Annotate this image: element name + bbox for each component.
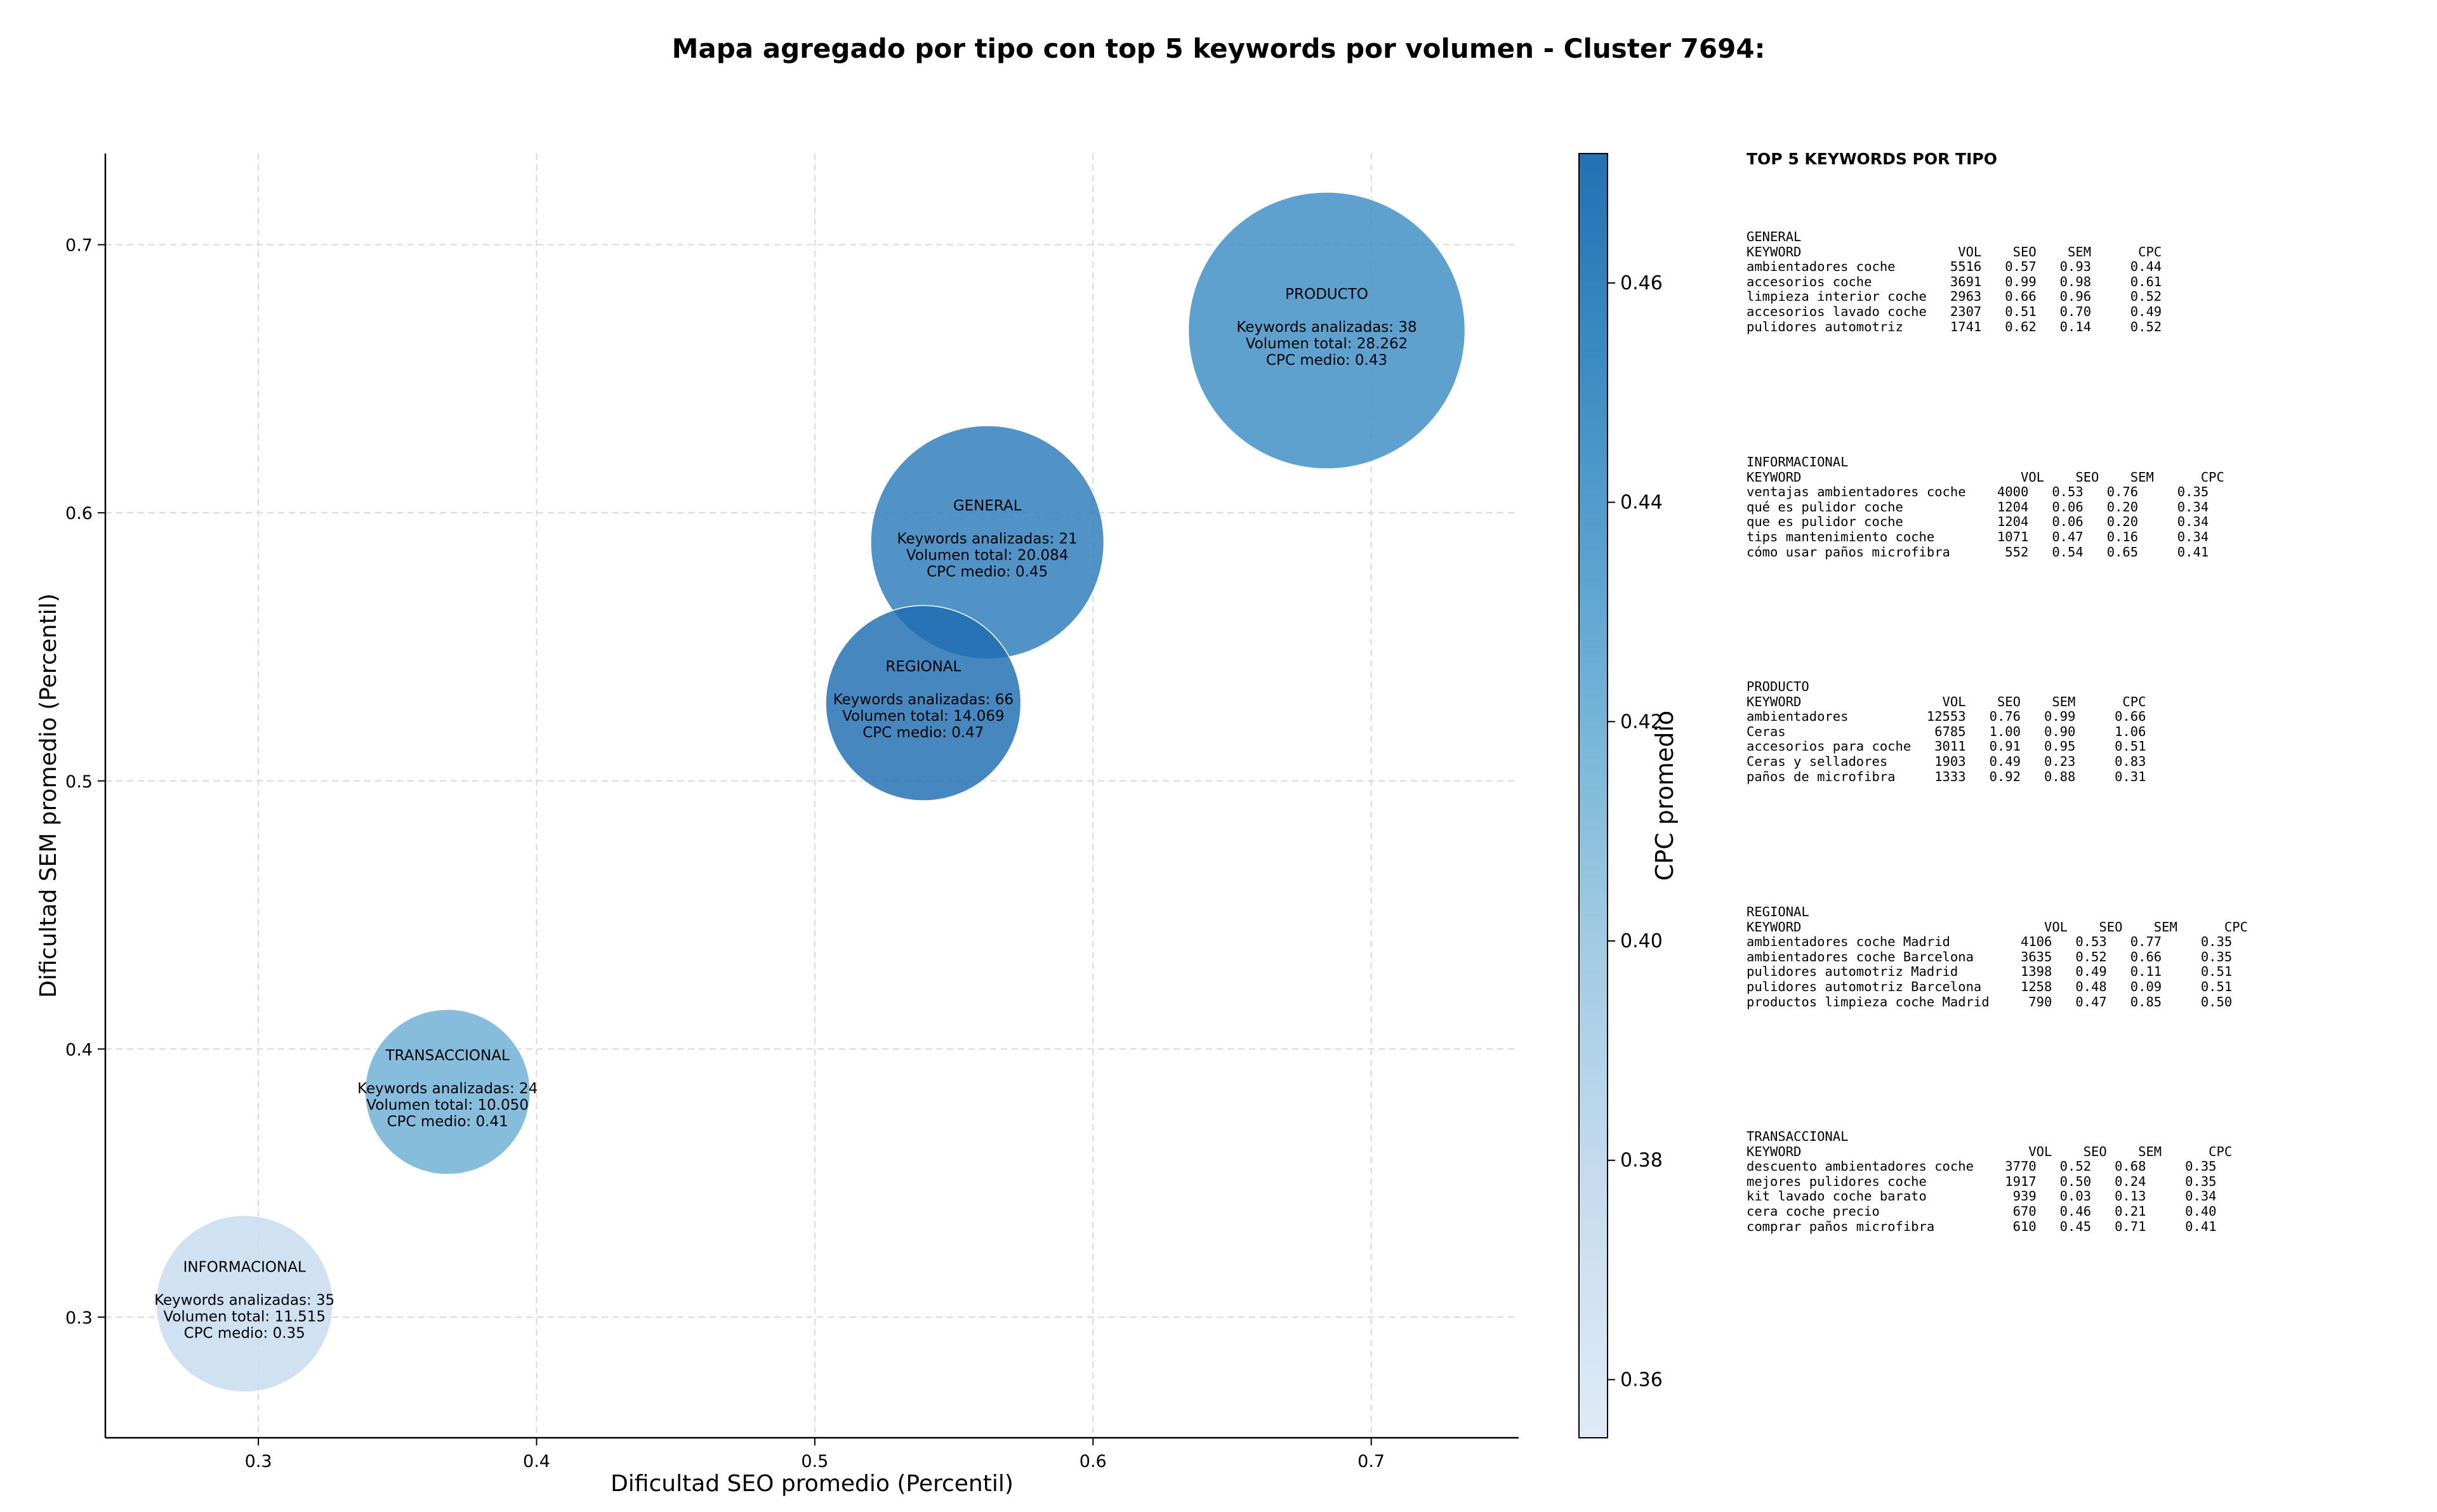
- bubble-label: Keywords analizadas: 21: [897, 531, 1078, 548]
- colorbar-tick-label: 0.42: [1620, 711, 1663, 733]
- bubble-label: CPC medio: 0.43: [1266, 352, 1387, 369]
- bubble-label: CPC medio: 0.35: [184, 1325, 305, 1342]
- bubble-mark: [155, 1214, 334, 1393]
- colorbar-bar: [1578, 153, 1608, 1438]
- colorbar-tick-label: 0.46: [1620, 272, 1663, 294]
- bubble-label: Volumen total: 11.515: [163, 1309, 326, 1325]
- bubble-label: CPC medio: 0.45: [927, 564, 1048, 581]
- bubble-label: TRANSACCIONAL: [385, 1048, 510, 1064]
- keyword-table-informacional: INFORMACIONAL KEYWORD VOL SEO SEM CPC ve…: [1747, 454, 2224, 560]
- y-tick-label: 0.5: [65, 772, 93, 792]
- bubble-label: INFORMACIONAL: [183, 1259, 306, 1276]
- bubble-label: CPC medio: 0.47: [862, 725, 984, 741]
- bubble-mark: [364, 1009, 531, 1175]
- keyword-block-general: GENERAL KEYWORD VOL SEO SEM CPC ambienta…: [1747, 229, 2162, 334]
- keyword-table-regional: REGIONAL KEYWORD VOL SEO SEM CPC ambient…: [1747, 904, 2248, 1009]
- colorbar-label: CPC promedio: [1651, 711, 1679, 881]
- colorbar-tick-label: 0.40: [1620, 930, 1663, 952]
- bubble-label: Volumen total: 10.050: [366, 1097, 529, 1114]
- colorbar: 0.36 0.38 0.40 0.42 0.44 0.46 CPC promedio: [1578, 153, 1679, 1438]
- keyword-block-informacional: INFORMACIONAL KEYWORD VOL SEO SEM CPC ve…: [1747, 454, 2224, 560]
- bubble-label: Volumen total: 28.262: [1246, 336, 1408, 352]
- x-axis-label: Dificultad SEO promedio (Percentil): [611, 1471, 1014, 1497]
- bubble-mark: [825, 605, 1022, 801]
- axes: 0.3 0.4 0.5 0.6 0.7 0.3 0.4 0.5 0.6 0.7 Dificultad…: [36, 154, 1519, 1497]
- y-tick-label: 0.4: [65, 1040, 93, 1060]
- bubble-informacional: INFORMACIONAL Keywords analizadas: 35Volu…: [154, 1214, 334, 1393]
- bubble-label: Volumen total: 14.069: [842, 708, 1005, 725]
- keyword-block-transaccional: TRANSACCIONAL KEYWORD VOL SEO SEM CPC de…: [1747, 1129, 2232, 1234]
- bubble-mark: [1187, 192, 1466, 470]
- keyword-block-regional: REGIONAL KEYWORD VOL SEO SEM CPC ambient…: [1747, 904, 2248, 1009]
- chart-title: Mapa agregado por tipo con top 5 keyword…: [671, 33, 1766, 64]
- keyword-table-general: GENERAL KEYWORD VOL SEO SEM CPC ambienta…: [1747, 229, 2162, 334]
- x-tick-label: 0.5: [801, 1452, 828, 1471]
- bubble-label: Keywords analizadas: 38: [1236, 319, 1417, 336]
- keyword-table-producto: PRODUCTO KEYWORD VOL SEO SEM CPC ambient…: [1747, 679, 2146, 784]
- y-tick-label: 0.6: [65, 504, 93, 523]
- x-tick-label: 0.6: [1080, 1452, 1107, 1471]
- keyword-block-producto: PRODUCTO KEYWORD VOL SEO SEM CPC ambient…: [1747, 679, 2146, 784]
- x-tick-label: 0.3: [245, 1452, 272, 1471]
- bubble-label: GENERAL: [953, 498, 1022, 515]
- y-axis-label: Dificultad SEM promedio (Percentil): [36, 593, 62, 998]
- bubble-label: Keywords analizadas: 66: [833, 692, 1014, 708]
- y-tick-label: 0.3: [65, 1308, 93, 1328]
- bubble-transaccional: TRANSACCIONAL Keywords analizadas: 24Volu…: [357, 1009, 538, 1175]
- bubble-label: CPC medio: 0.41: [387, 1114, 508, 1130]
- keyword-table-transaccional: TRANSACCIONAL KEYWORD VOL SEO SEM CPC de…: [1747, 1129, 2233, 1234]
- top-keywords-panel: TOP 5 KEYWORDS POR TIPO GENERAL KEYWORD …: [1747, 150, 2419, 1233]
- bubble-label: REGIONAL: [885, 659, 961, 675]
- y-tick-label: 0.7: [65, 236, 93, 256]
- x-tick-label: 0.4: [523, 1452, 550, 1471]
- bubble-label: PRODUCTO: [1285, 286, 1368, 303]
- bubble-label: Keywords analizadas: 35: [154, 1292, 334, 1309]
- colorbar-tick-label: 0.44: [1620, 492, 1663, 514]
- panel-title: TOP 5 KEYWORDS POR TIPO: [1747, 150, 1997, 168]
- grid: [105, 154, 1519, 1438]
- colorbar-tick-label: 0.38: [1620, 1150, 1663, 1172]
- x-tick-label: 0.7: [1357, 1452, 1385, 1471]
- bubble-label: Volumen total: 20.084: [906, 548, 1069, 564]
- colorbar-tick-label: 0.36: [1620, 1369, 1663, 1391]
- bubble-label: Keywords analizadas: 24: [357, 1081, 538, 1097]
